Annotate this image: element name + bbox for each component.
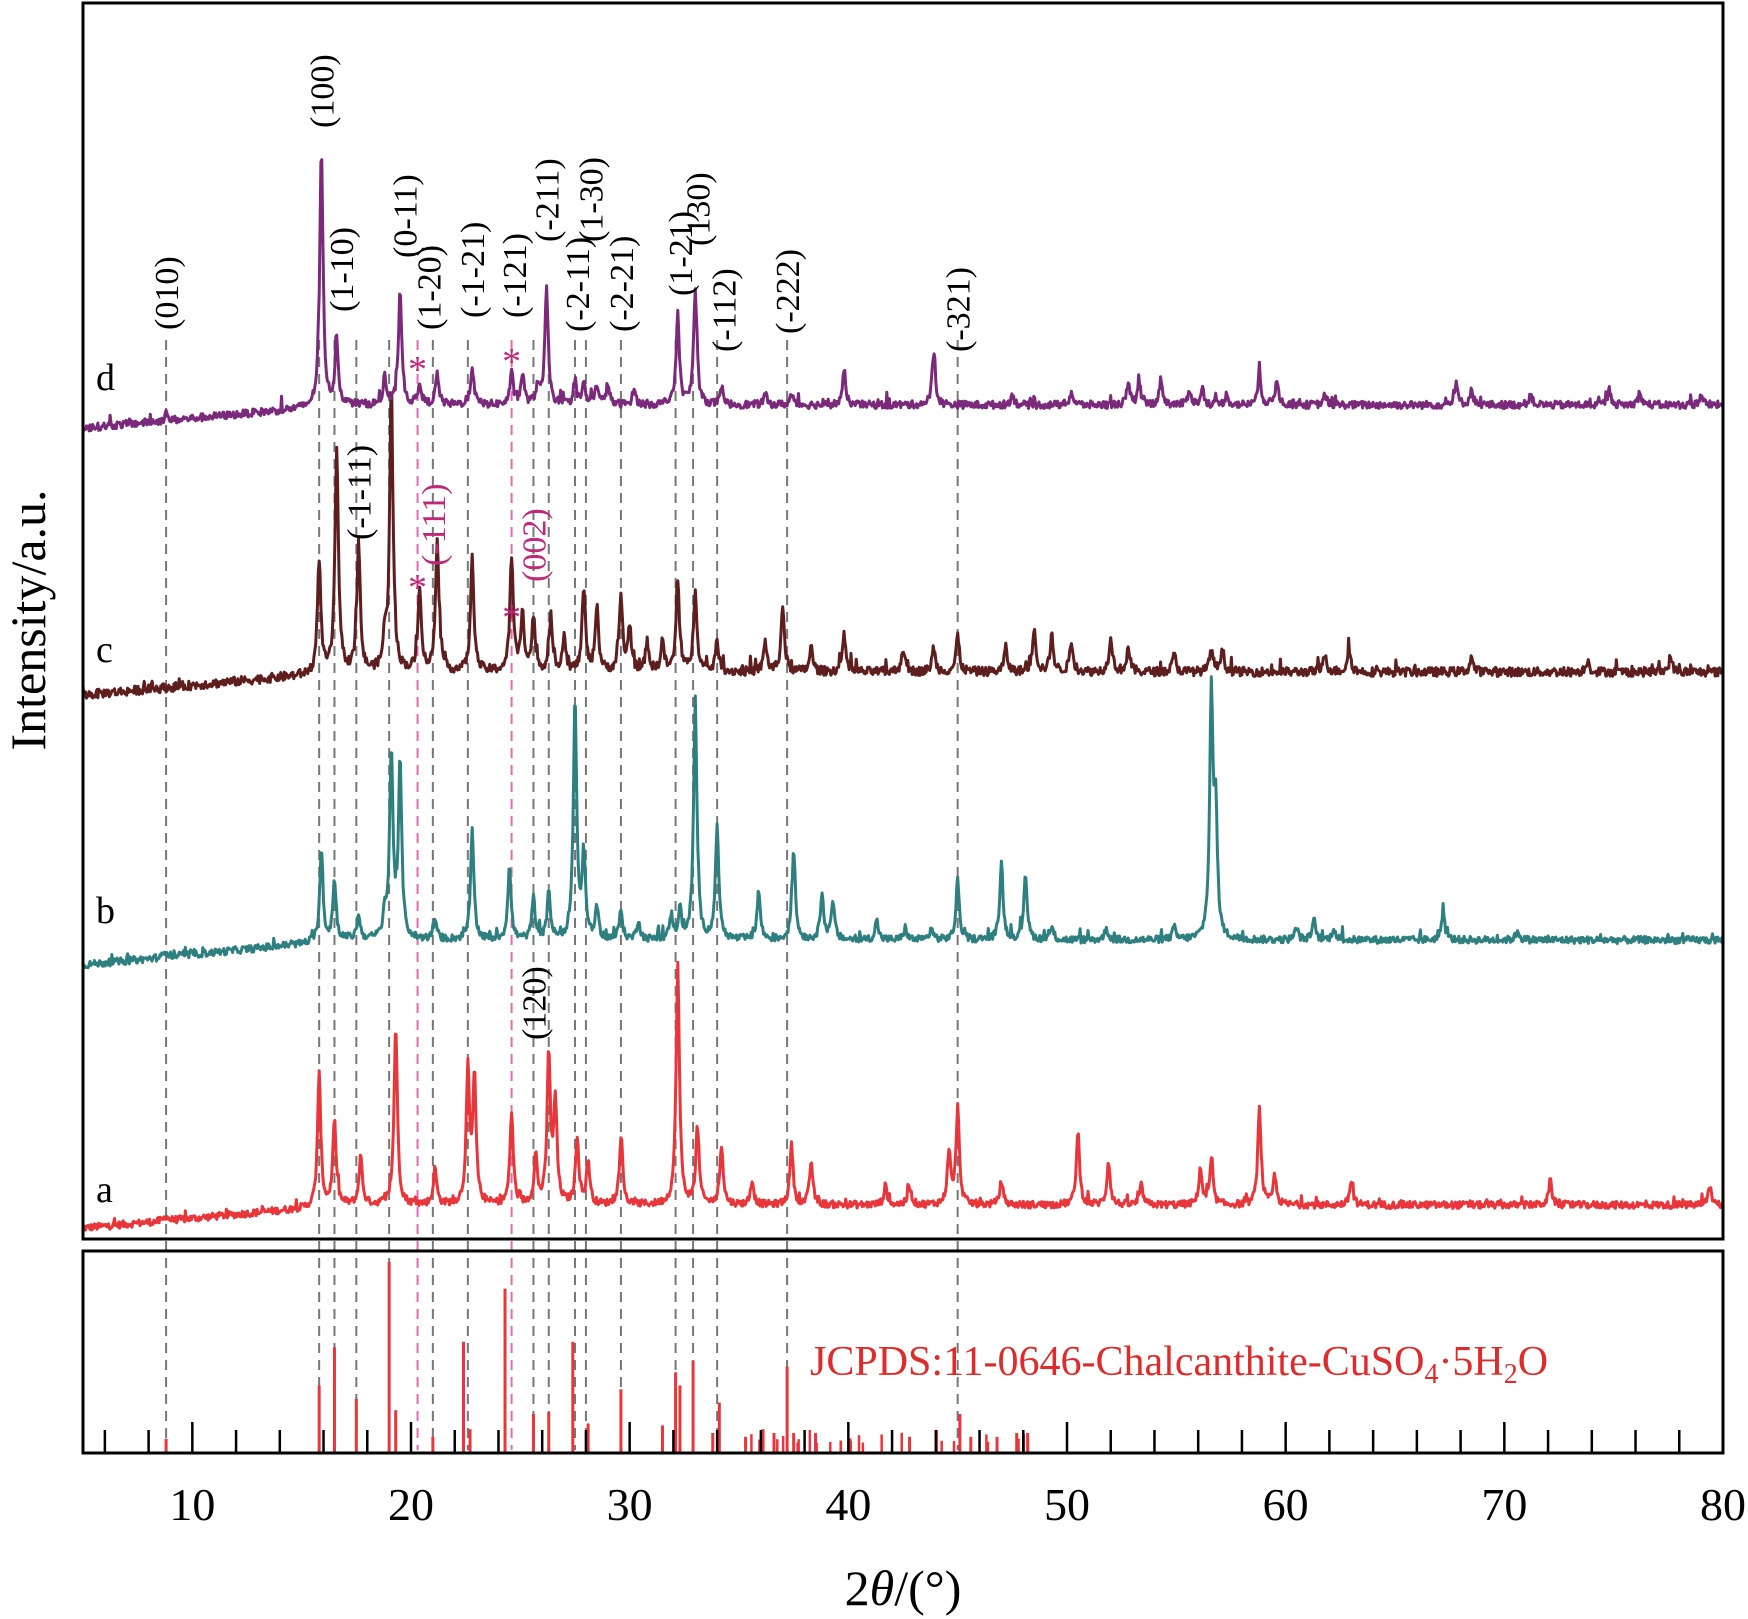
x-axis-ticks: 10 20 30 40 50 60 70 80 bbox=[103, 1422, 1746, 1530]
series-label-d: d bbox=[96, 357, 115, 399]
x-tick-label-60: 60 bbox=[1263, 1479, 1309, 1530]
hkl-label-4: (1-20) bbox=[411, 245, 448, 330]
reference-label: JCPDS:11-0646-Chalcanthite-CuSO4·5H2O bbox=[810, 1339, 1548, 1390]
hkl-label-17: (-111) bbox=[416, 484, 453, 566]
x-axis-title-prefix: 2 bbox=[845, 1560, 870, 1616]
hkl-label-10: (-2-21) bbox=[604, 236, 641, 332]
hkl-label-14: (-222) bbox=[770, 249, 807, 334]
x-tick-label-30: 30 bbox=[607, 1479, 653, 1530]
series-label-b: b bbox=[96, 890, 115, 932]
reference-label-sub2: 2 bbox=[1504, 1359, 1518, 1390]
hkl-label-5: (-1-21) bbox=[455, 222, 492, 318]
reference-label-mid: ·5H bbox=[1438, 1339, 1503, 1385]
trace-d bbox=[81, 158, 1724, 433]
hkl-label-6: (-121) bbox=[497, 233, 534, 318]
series-label-a: a bbox=[96, 1169, 113, 1211]
peak-annotations: (010) (100) (1-10) (0-11)(1-20) (-1-21) (-121… bbox=[149, 54, 978, 1040]
star-marker-0: * bbox=[408, 349, 427, 391]
hkl-label-19: (120) bbox=[516, 966, 553, 1040]
trace-b bbox=[82, 675, 1725, 970]
hkl-label-12: (130) bbox=[680, 172, 717, 246]
hkl-label-1: (100) bbox=[304, 54, 341, 128]
hkl-label-2: (1-10) bbox=[324, 227, 361, 312]
x-tick-label-10: 10 bbox=[169, 1479, 215, 1530]
reference-pattern bbox=[164, 1262, 1030, 1452]
hkl-label-9: (1-30) bbox=[573, 157, 610, 242]
y-axis-title: Intensity/a.u. bbox=[0, 489, 56, 750]
x-tick-label-80: 80 bbox=[1700, 1479, 1746, 1530]
upper-plot-frame bbox=[81, 1, 1725, 1241]
hkl-label-16: (-1-11) bbox=[342, 445, 379, 540]
x-tick-label-70: 70 bbox=[1481, 1479, 1527, 1530]
star-marker-2: * bbox=[408, 567, 427, 609]
reference-label-sub1: 4 bbox=[1424, 1359, 1438, 1390]
star-marker-3: * bbox=[502, 597, 521, 639]
reference-label-main: JCPDS:11-0646-Chalcanthite-CuSO bbox=[810, 1339, 1424, 1385]
hkl-label-0: (010) bbox=[149, 256, 186, 330]
traces bbox=[81, 158, 1725, 1232]
x-tick-label-50: 50 bbox=[1044, 1479, 1090, 1530]
x-tick-label-40: 40 bbox=[825, 1479, 871, 1530]
series-label-c: c bbox=[96, 629, 113, 671]
x-tick-label-20: 20 bbox=[388, 1479, 434, 1530]
guide-lines bbox=[165, 340, 959, 1450]
hkl-label-7: (-211) bbox=[530, 158, 567, 242]
hkl-label-11: (1-21) bbox=[663, 211, 700, 296]
trace-c bbox=[81, 391, 1725, 700]
x-axis-title-unit: /(°) bbox=[894, 1560, 961, 1616]
hkl-label-18: (002) bbox=[516, 508, 553, 582]
hkl-label-8: (-2-11) bbox=[560, 237, 597, 332]
series-labels: a b c d bbox=[96, 357, 115, 1211]
lower-plot-frame bbox=[81, 1249, 1725, 1455]
hkl-label-13: (-112) bbox=[707, 268, 744, 352]
hkl-label-15: (-321) bbox=[941, 267, 978, 352]
x-axis-title-theta: θ bbox=[870, 1560, 895, 1616]
reference-label-end: O bbox=[1518, 1339, 1548, 1385]
x-axis-title: 2θ/(°) bbox=[845, 1560, 962, 1616]
star-marker-1: * bbox=[502, 341, 521, 383]
hkl-label-3: (0-11) bbox=[387, 174, 424, 258]
trace-a bbox=[82, 960, 1724, 1232]
